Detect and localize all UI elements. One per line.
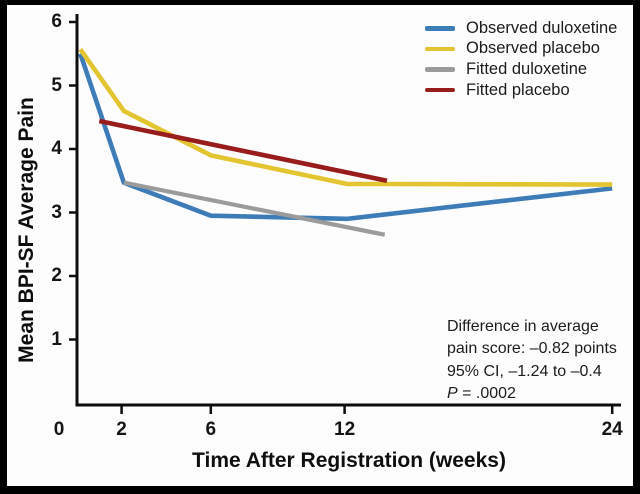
- y-tick-label-4: 4: [51, 138, 62, 159]
- y-tick-label-1: 1: [51, 328, 62, 350]
- y-tick-label-3: 3: [51, 201, 62, 223]
- legend-item-observed-placebo: Observed placebo: [425, 39, 617, 60]
- x-tick-label-0: 0: [53, 419, 65, 440]
- series-line-observed-placebo: [78, 47, 613, 187]
- legend-label: Observed duloxetine: [466, 18, 618, 37]
- series-line-fitted-placebo: [98, 118, 388, 184]
- y-tick-label-6: 6: [51, 11, 62, 32]
- legend-label: Fitted placebo: [466, 80, 570, 99]
- x-tick-label-12: 12: [334, 419, 356, 440]
- x-tick-label-24: 24: [601, 419, 623, 440]
- y-tick-label-2: 2: [51, 265, 62, 286]
- series-line-observed-duloxetine: [78, 53, 613, 222]
- p-symbol: P: [447, 384, 458, 402]
- p-value-text: = .0002: [457, 384, 516, 402]
- y-axis-title: Mean BPI-SF Average Pain: [15, 97, 38, 363]
- line-swatch-icon: [425, 46, 455, 52]
- legend-item-observed-duloxetine: Observed duloxetine: [425, 18, 617, 39]
- line-swatch-icon: [425, 67, 455, 72]
- annotation-line: 95% CI, –1.24 to –0.4: [447, 362, 602, 380]
- legend-item-fitted-duloxetine: Fitted duloxetine: [425, 59, 617, 80]
- line-swatch-icon: [425, 26, 455, 31]
- line-swatch-icon: [425, 87, 455, 93]
- annotation-line: pain score: –0.82 points: [447, 340, 617, 358]
- annotation-line: Difference in average: [447, 318, 599, 335]
- statistics-annotation: Difference in average pain score: –0.82 …: [447, 316, 617, 405]
- annotation-p-value: P = .0002: [447, 383, 617, 405]
- x-tick-label-2: 2: [116, 419, 127, 440]
- chart-legend: Observed duloxetine Observed placebo Fit…: [425, 18, 617, 100]
- legend-item-fitted-placebo: Fitted placebo: [425, 80, 617, 101]
- series-line-fitted-duloxetine: [123, 180, 386, 237]
- legend-label: Observed placebo: [466, 39, 600, 58]
- y-tick-label-5: 5: [51, 74, 62, 96]
- legend-label: Fitted duloxetine: [466, 59, 588, 78]
- x-axis-title: Time After Registration (weeks): [192, 449, 506, 472]
- x-tick-label-6: 6: [205, 419, 217, 440]
